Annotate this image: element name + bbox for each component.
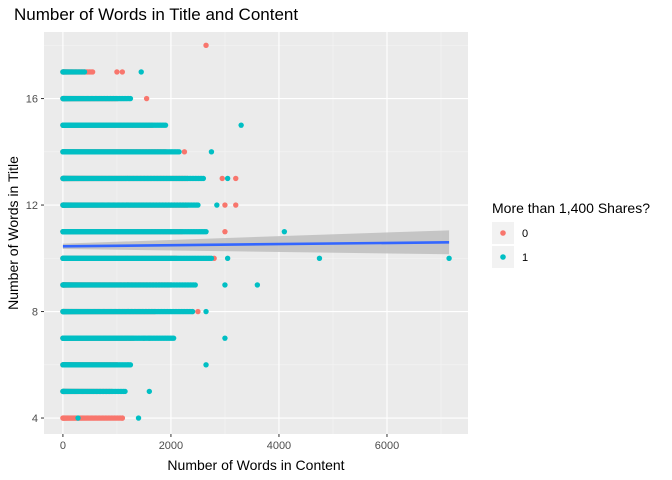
data-point-1	[203, 228, 209, 235]
data-point-0	[143, 95, 150, 102]
data-point-1	[127, 95, 134, 102]
data-point-1	[81, 69, 88, 75]
data-point-1	[138, 69, 144, 75]
data-point-0	[89, 69, 96, 75]
trend-line-group	[62, 230, 450, 255]
data-point-1	[208, 255, 215, 261]
data-point-0	[233, 175, 239, 182]
y-tick-label: 8	[32, 307, 38, 319]
data-point-1	[127, 362, 134, 368]
data-point-1	[208, 149, 215, 155]
data-points	[60, 42, 452, 421]
data-point-0	[233, 202, 239, 208]
data-point-0	[181, 149, 188, 155]
x-tick-label: 2000	[159, 440, 183, 452]
y-tick-label: 4	[32, 413, 38, 425]
data-point-1	[224, 175, 231, 182]
x-tick-label: 0	[60, 440, 66, 452]
data-point-1	[195, 202, 201, 208]
legend: More than 1,400 Shares? 0 1	[492, 200, 650, 268]
data-point-1	[238, 122, 244, 128]
data-point-1	[176, 149, 182, 155]
data-point-1	[192, 282, 198, 288]
data-point-1	[281, 228, 288, 235]
data-point-1	[122, 388, 128, 395]
data-point-1	[146, 388, 153, 395]
data-point-1	[75, 415, 81, 421]
data-point-1	[162, 122, 169, 128]
legend-key-0	[500, 230, 506, 236]
legend-label-0: 0	[522, 228, 528, 240]
data-point-0	[219, 175, 225, 182]
data-point-1	[135, 415, 142, 421]
data-point-1	[200, 175, 207, 182]
data-point-1	[203, 308, 209, 315]
x-tick-label: 6000	[375, 440, 399, 452]
y-tick-label: 12	[26, 200, 38, 212]
data-point-1	[254, 282, 261, 288]
x-tick-label: 4000	[267, 440, 291, 452]
legend-key-1	[500, 254, 506, 260]
x-axis-title: Number of Words in Content	[167, 457, 344, 473]
legend-label-1: 1	[522, 252, 528, 264]
y-tick-label: 16	[26, 94, 38, 106]
data-point-1	[203, 362, 209, 368]
y-axis-title: Number of Words in Title	[5, 156, 21, 310]
data-point-0	[222, 228, 228, 235]
data-point-0	[119, 69, 126, 75]
legend-title: More than 1,400 Shares?	[492, 200, 650, 216]
data-point-1	[446, 255, 452, 261]
data-point-0	[114, 69, 120, 75]
trend-line	[62, 241, 450, 248]
axis-ticks: 0 2000 4000 6000 4 8 12 16	[26, 94, 399, 452]
data-point-1	[189, 308, 196, 315]
data-point-0	[222, 202, 228, 208]
data-point-0	[195, 308, 201, 315]
chart-title: Number of Words in Title and Content	[14, 5, 298, 24]
data-point-1	[222, 282, 228, 288]
data-point-1	[224, 255, 231, 261]
data-point-1	[316, 255, 323, 261]
confidence-band	[62, 230, 450, 255]
data-point-0	[203, 42, 209, 49]
data-point-1	[222, 335, 228, 341]
data-point-1	[170, 335, 177, 341]
data-point-1	[214, 202, 220, 208]
data-point-0	[119, 415, 126, 421]
